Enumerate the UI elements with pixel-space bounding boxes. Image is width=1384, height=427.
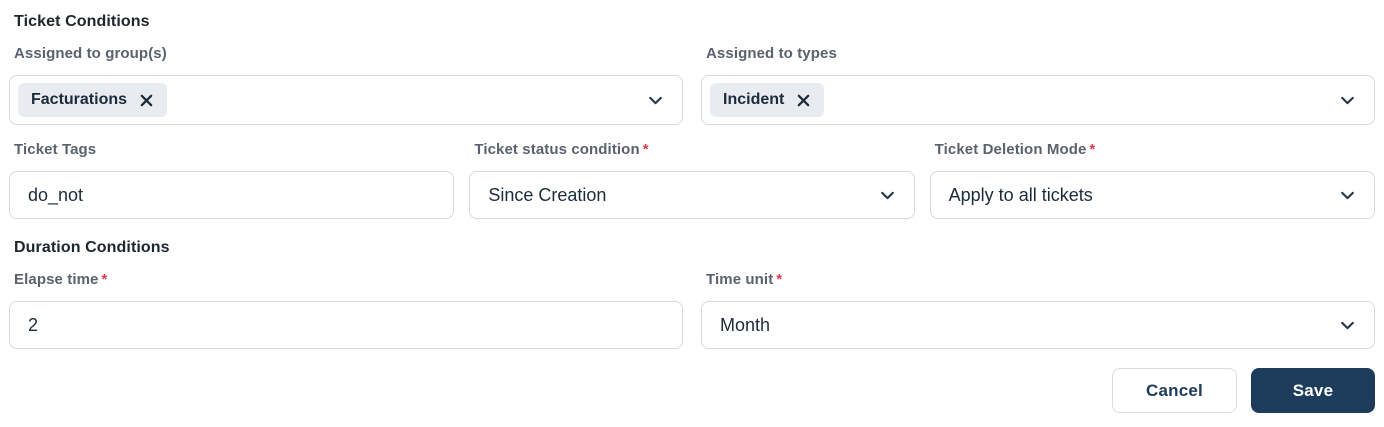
assigned-groups-multiselect[interactable]: Facturations: [9, 75, 683, 125]
ticket-tags-input[interactable]: [9, 171, 455, 219]
chevron-down-icon: [1339, 317, 1356, 334]
field-time-unit: Time unit * Month: [701, 271, 1375, 349]
field-assigned-groups: Assigned to group(s) Facturations: [9, 45, 683, 125]
form-actions: Cancel Save: [9, 368, 1375, 413]
field-assigned-types: Assigned to types Incident: [701, 45, 1375, 125]
section-title-duration-conditions: Duration Conditions: [14, 239, 170, 256]
row-assigned: Assigned to group(s) Facturations: [9, 45, 1375, 125]
chip-label: Facturations: [31, 91, 128, 108]
selected-value: Month: [720, 314, 771, 335]
close-icon[interactable]: [139, 93, 154, 108]
selected-value: Since Creation: [488, 184, 607, 205]
assigned-groups-label: Assigned to group(s): [14, 45, 167, 62]
status-condition-select[interactable]: Since Creation: [469, 171, 915, 219]
label-text: Time unit: [706, 271, 774, 288]
field-deletion-mode: Ticket Deletion Mode * Apply to all ticke…: [929, 141, 1375, 219]
chevron-down-icon: [879, 187, 896, 204]
elapse-time-label: Elapse time *: [9, 271, 683, 288]
row-ticket-options: Ticket Tags Ticket status condition* Sin…: [9, 141, 1375, 219]
field-status-condition: Ticket status condition * Since Creation: [469, 141, 915, 219]
close-icon[interactable]: [796, 93, 811, 108]
label-text: Ticket Deletion Mode: [934, 141, 1087, 158]
chevron-down-icon: [1339, 187, 1356, 204]
label-text: Ticket status condition: [474, 141, 640, 158]
cancel-button[interactable]: Cancel: [1112, 368, 1237, 413]
save-button[interactable]: Save: [1251, 368, 1375, 413]
selected-value: Apply to all tickets: [948, 184, 1093, 205]
elapse-time-input[interactable]: [9, 301, 683, 349]
chip-facturations: Facturations: [18, 83, 168, 117]
chip-incident: Incident: [710, 83, 825, 117]
chip-label: Incident: [723, 91, 785, 108]
required-asterisk: *: [101, 271, 108, 288]
field-ticket-tags: Ticket Tags: [9, 141, 455, 219]
chevron-down-icon: [647, 92, 664, 109]
required-asterisk: *: [642, 141, 649, 158]
status-condition-label: Ticket status condition *: [469, 141, 914, 158]
row-duration: Elapse time* Time unit* Month: [9, 271, 1375, 349]
assigned-types-label: Assigned to types: [706, 45, 837, 62]
ticket-tags-label: Ticket Tags: [14, 141, 97, 158]
deletion-mode-select[interactable]: Apply to all tickets: [929, 171, 1375, 219]
required-asterisk: *: [1089, 141, 1096, 158]
deletion-mode-label: Ticket Deletion Mode *: [930, 141, 1375, 158]
assigned-types-multiselect[interactable]: Incident: [701, 75, 1375, 125]
label-text: Elapse time: [14, 271, 99, 288]
time-unit-select[interactable]: Month: [701, 301, 1375, 349]
time-unit-label: Time unit *: [701, 271, 1375, 288]
required-asterisk: *: [776, 271, 783, 288]
field-elapse-time: Elapse time *: [9, 271, 683, 349]
section-title-ticket-conditions: Ticket Conditions: [14, 13, 150, 30]
chevron-down-icon: [1339, 92, 1356, 109]
